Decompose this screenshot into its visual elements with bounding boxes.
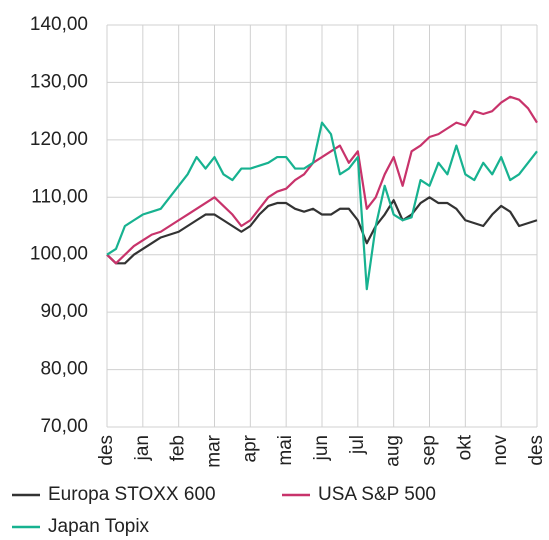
y-tick-label: 130,00: [30, 71, 88, 92]
y-tick-label: 90,00: [40, 301, 88, 322]
x-tick-label: jun: [311, 435, 332, 461]
x-tick-label: jul: [347, 435, 368, 455]
x-tick-label: sep: [419, 435, 440, 466]
x-tick-label: nov: [490, 435, 511, 466]
x-tick-label: des: [96, 435, 117, 466]
legend-label: Europa STOXX 600: [48, 484, 216, 505]
x-tick-label: apr: [239, 434, 260, 462]
x-tick-label: okt: [454, 434, 475, 460]
y-tick-label: 100,00: [30, 244, 88, 265]
y-tick-label: 110,00: [31, 186, 88, 207]
series-line: [106, 95, 538, 265]
series-line: [106, 121, 538, 291]
x-tick-label: jan: [132, 435, 153, 461]
x-tick-label: aug: [383, 435, 404, 467]
x-tick-label: des: [526, 435, 547, 466]
y-tick-label: 70,00: [40, 416, 88, 437]
y-tick-label: 80,00: [40, 359, 88, 380]
x-tick-label: feb: [168, 435, 189, 461]
legend-label: USA S&P 500: [318, 484, 436, 505]
series-line: [106, 196, 538, 265]
legend-label: Japan Topix: [48, 516, 150, 537]
x-tick-label: mai: [275, 435, 296, 466]
y-tick-label: 120,00: [30, 129, 88, 150]
x-tick-label: mar: [204, 434, 225, 467]
y-tick-label: 140,00: [30, 14, 88, 35]
